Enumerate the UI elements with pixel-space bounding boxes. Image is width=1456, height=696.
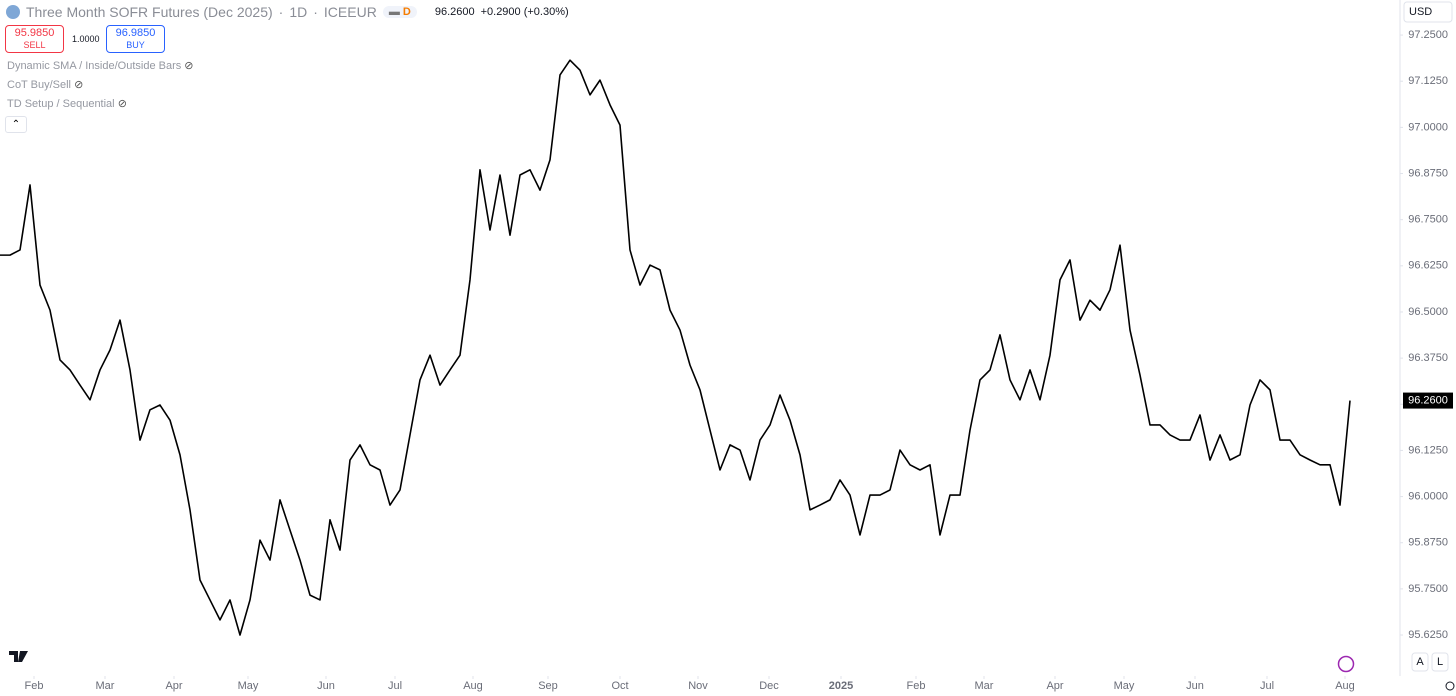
y-tick-label: 97.2500 bbox=[1408, 29, 1448, 41]
x-tick-label: Jul bbox=[388, 680, 402, 692]
interval[interactable]: 1D bbox=[289, 4, 308, 20]
x-tick-label: Dec bbox=[759, 680, 779, 692]
y-tick-label: 96.0000 bbox=[1408, 490, 1448, 502]
price-line bbox=[0, 59, 1351, 636]
x-tick-label: Sep bbox=[538, 680, 558, 692]
y-tick-label: 96.1250 bbox=[1408, 444, 1448, 456]
sell-button[interactable]: 95.9850 SELL bbox=[5, 25, 64, 53]
buy-price: 96.9850 bbox=[115, 27, 156, 39]
collapse-button[interactable]: ⌃ bbox=[5, 116, 27, 133]
x-tick-label: 2025 bbox=[829, 680, 853, 692]
x-tick-label: Mar bbox=[96, 680, 115, 692]
indicator-name: Dynamic SMA / Inside/Outside Bars bbox=[7, 60, 182, 72]
buy-button[interactable]: 96.9850 BUY bbox=[106, 25, 165, 53]
indicator[interactable]: CoT Buy/Sell ⊘ bbox=[7, 79, 84, 91]
x-tick-label: Jun bbox=[317, 680, 335, 692]
currency: USD bbox=[1409, 6, 1432, 18]
exchange: ICEEUR bbox=[323, 4, 377, 20]
scale-button[interactable] bbox=[1411, 652, 1429, 672]
y-tick-label: 96.5000 bbox=[1408, 306, 1448, 318]
last-price-label: 96.2600 bbox=[1408, 394, 1448, 406]
y-tick-label: 97.0000 bbox=[1408, 121, 1448, 133]
x-tick-label: Feb bbox=[25, 680, 44, 692]
settings-icon[interactable] bbox=[1445, 681, 1455, 691]
x-tick-label: Apr bbox=[1046, 680, 1063, 692]
sell-label: SELL bbox=[23, 40, 46, 50]
currency-box[interactable] bbox=[1403, 1, 1453, 23]
y-tick-label: 95.6250 bbox=[1408, 629, 1448, 641]
y-tick-label: 96.7500 bbox=[1408, 214, 1448, 226]
x-tick-label: Mar bbox=[975, 680, 994, 692]
price-change: +0.2900 (+0.30%) bbox=[480, 6, 569, 18]
indicator-name: CoT Buy/Sell bbox=[7, 79, 71, 91]
alert-icon[interactable] bbox=[1337, 655, 1355, 673]
indicator-name: TD Setup / Sequential bbox=[7, 98, 115, 110]
symbol-logo bbox=[6, 5, 20, 19]
x-tick-label: May bbox=[1114, 680, 1135, 692]
delay-badge[interactable]: ▬ D bbox=[382, 6, 417, 18]
y-tick-label: 96.6250 bbox=[1408, 260, 1448, 272]
buy-label: BUY bbox=[126, 40, 145, 50]
y-tick-label: 97.1250 bbox=[1408, 75, 1448, 87]
x-tick-label: May bbox=[238, 680, 259, 692]
y-tick-label: 95.7500 bbox=[1408, 583, 1448, 595]
badge-text: D bbox=[402, 6, 411, 18]
x-tick-label: Aug bbox=[1335, 680, 1355, 692]
x-tick-label: Jul bbox=[1260, 680, 1274, 692]
sell-price: 95.9850 bbox=[14, 27, 55, 39]
x-tick-label: Aug bbox=[463, 680, 483, 692]
x-tick-label: Apr bbox=[165, 680, 182, 692]
scale-log[interactable]: L bbox=[1437, 656, 1443, 668]
x-tick-label: Oct bbox=[611, 680, 628, 692]
scale-auto[interactable]: A bbox=[1416, 656, 1424, 668]
last-price-tag bbox=[1403, 392, 1453, 409]
indicator[interactable]: Dynamic SMA / Inside/Outside Bars ⊘ bbox=[7, 60, 194, 72]
y-tick-label: 96.8750 bbox=[1408, 167, 1448, 179]
header: Three Month SOFR Futures (Dec 2025) · 1D ·… bbox=[6, 4, 569, 20]
last-price: 96.2600 bbox=[434, 6, 475, 18]
symbol[interactable]: Three Month SOFR Futures (Dec 2025) bbox=[26, 4, 273, 20]
x-tick-label: Feb bbox=[907, 680, 926, 692]
y-tick-label: 95.8750 bbox=[1408, 537, 1448, 549]
tv-logo bbox=[9, 651, 28, 662]
x-tick-label: Nov bbox=[688, 680, 708, 692]
indicator[interactable]: TD Setup / Sequential ⊘ bbox=[7, 98, 127, 110]
scale-button[interactable] bbox=[1431, 652, 1449, 672]
y-tick-label: 96.3750 bbox=[1408, 352, 1448, 364]
x-tick-label: Jun bbox=[1186, 680, 1204, 692]
quantity: 1.0000 bbox=[72, 34, 100, 44]
